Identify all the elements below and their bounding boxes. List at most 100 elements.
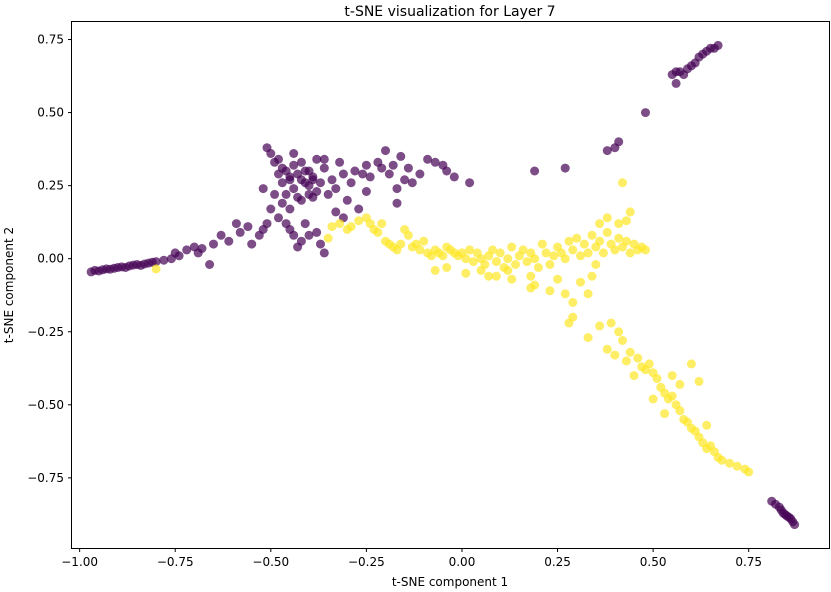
scatter-point — [572, 233, 582, 243]
scatter-point — [312, 227, 322, 237]
scatter-point — [289, 230, 299, 240]
scatter-point — [319, 163, 329, 173]
scatter-point — [614, 137, 624, 147]
scatter-point — [583, 289, 593, 299]
scatter-point — [296, 157, 306, 167]
scatter-point — [388, 160, 398, 170]
scatter-point — [671, 67, 681, 77]
scatter-point — [316, 178, 325, 188]
scatter-point — [465, 245, 475, 255]
scatter-point — [576, 277, 585, 287]
scatter-point — [495, 248, 505, 258]
scatter-point — [308, 175, 318, 185]
x-axis-label: t-SNE component 1 — [392, 575, 508, 589]
scatter-point — [300, 178, 310, 188]
scatter-point — [606, 318, 616, 328]
scatter-point — [522, 257, 532, 267]
scatter-point — [568, 312, 578, 322]
scatter-point — [625, 248, 635, 258]
scatter-point — [205, 260, 215, 269]
x-tick-label: 0.00 — [449, 555, 476, 569]
scatter-point — [587, 271, 597, 281]
scatter-point — [530, 254, 540, 264]
scatter-point — [461, 254, 471, 264]
scatter-point — [725, 458, 735, 468]
scatter-point — [488, 245, 498, 255]
scatter-point — [319, 154, 329, 164]
scatter-point — [503, 254, 513, 264]
scatter-point — [430, 157, 440, 167]
scatter-point — [342, 195, 352, 205]
x-tick-label: −0.50 — [252, 555, 289, 569]
scatter-point — [216, 230, 226, 240]
scatter-point — [621, 356, 631, 366]
y-tick-label: −0.75 — [27, 471, 64, 485]
scatter-point — [449, 172, 459, 182]
scatter-point — [358, 169, 368, 179]
scatter-point — [327, 175, 337, 185]
scatter-point — [507, 242, 517, 252]
scatter-point — [614, 327, 624, 337]
scatter-point — [323, 233, 333, 243]
scatter-point — [338, 169, 348, 179]
scatter-point — [403, 163, 413, 173]
x-axis: −1.00 −0.75 −0.50 −0.25 0.00 0.25 0.50 0.75 — [61, 548, 762, 569]
scatter-point — [545, 286, 555, 296]
scatter-point — [595, 321, 605, 331]
scatter-point — [361, 160, 371, 170]
scatter-point — [507, 274, 517, 284]
scatter-point — [285, 175, 295, 185]
scatter-point — [350, 166, 360, 176]
scatter-points — [86, 40, 800, 530]
scatter-point — [583, 333, 593, 343]
x-tick-label: 0.25 — [544, 555, 571, 569]
scatter-point — [618, 178, 627, 188]
scatter-point — [266, 204, 276, 214]
y-tick-label: 0.75 — [37, 33, 64, 47]
y-tick-label: 0.25 — [37, 179, 64, 193]
scatter-point — [633, 353, 643, 363]
scatter-point — [274, 169, 283, 179]
x-tick-label: 0.75 — [735, 555, 762, 569]
scatter-point — [174, 251, 184, 261]
scatter-point — [686, 359, 696, 369]
scatter-point — [621, 216, 631, 226]
scatter-point — [790, 520, 800, 530]
scatter-point — [285, 204, 295, 214]
scatter-point — [744, 467, 754, 477]
x-tick-label: −1.00 — [61, 555, 98, 569]
scatter-point — [243, 222, 253, 232]
scatter-point — [354, 216, 364, 226]
scatter-point — [415, 245, 425, 255]
scatter-point — [621, 236, 631, 246]
scatter-point — [331, 207, 341, 217]
scatter-point — [598, 248, 608, 258]
scatter-point — [595, 219, 605, 229]
scatter-point — [335, 157, 345, 167]
scatter-point — [560, 163, 570, 173]
scatter-point — [602, 213, 612, 223]
scatter-point — [591, 260, 601, 269]
scatter-point — [568, 245, 578, 255]
scatter-point — [732, 461, 742, 471]
scatter-point — [568, 298, 578, 307]
scatter-point — [526, 271, 536, 281]
scatter-point — [549, 251, 559, 261]
scatter-point — [644, 359, 654, 369]
scatter-point — [289, 160, 299, 170]
scatter-point — [392, 184, 402, 194]
scatter-point — [293, 192, 303, 202]
scatter-point — [583, 248, 593, 258]
scatter-point — [384, 169, 394, 179]
scatter-point — [396, 151, 406, 161]
scatter-point — [262, 219, 272, 229]
scatter-point — [442, 166, 452, 176]
scatter-point — [159, 255, 169, 265]
scatter-point — [533, 263, 543, 272]
scatter-point — [595, 236, 605, 246]
scatter-point — [209, 239, 218, 249]
scatter-point — [396, 239, 406, 249]
x-tick-label: −0.25 — [348, 555, 385, 569]
scatter-point — [541, 248, 551, 258]
